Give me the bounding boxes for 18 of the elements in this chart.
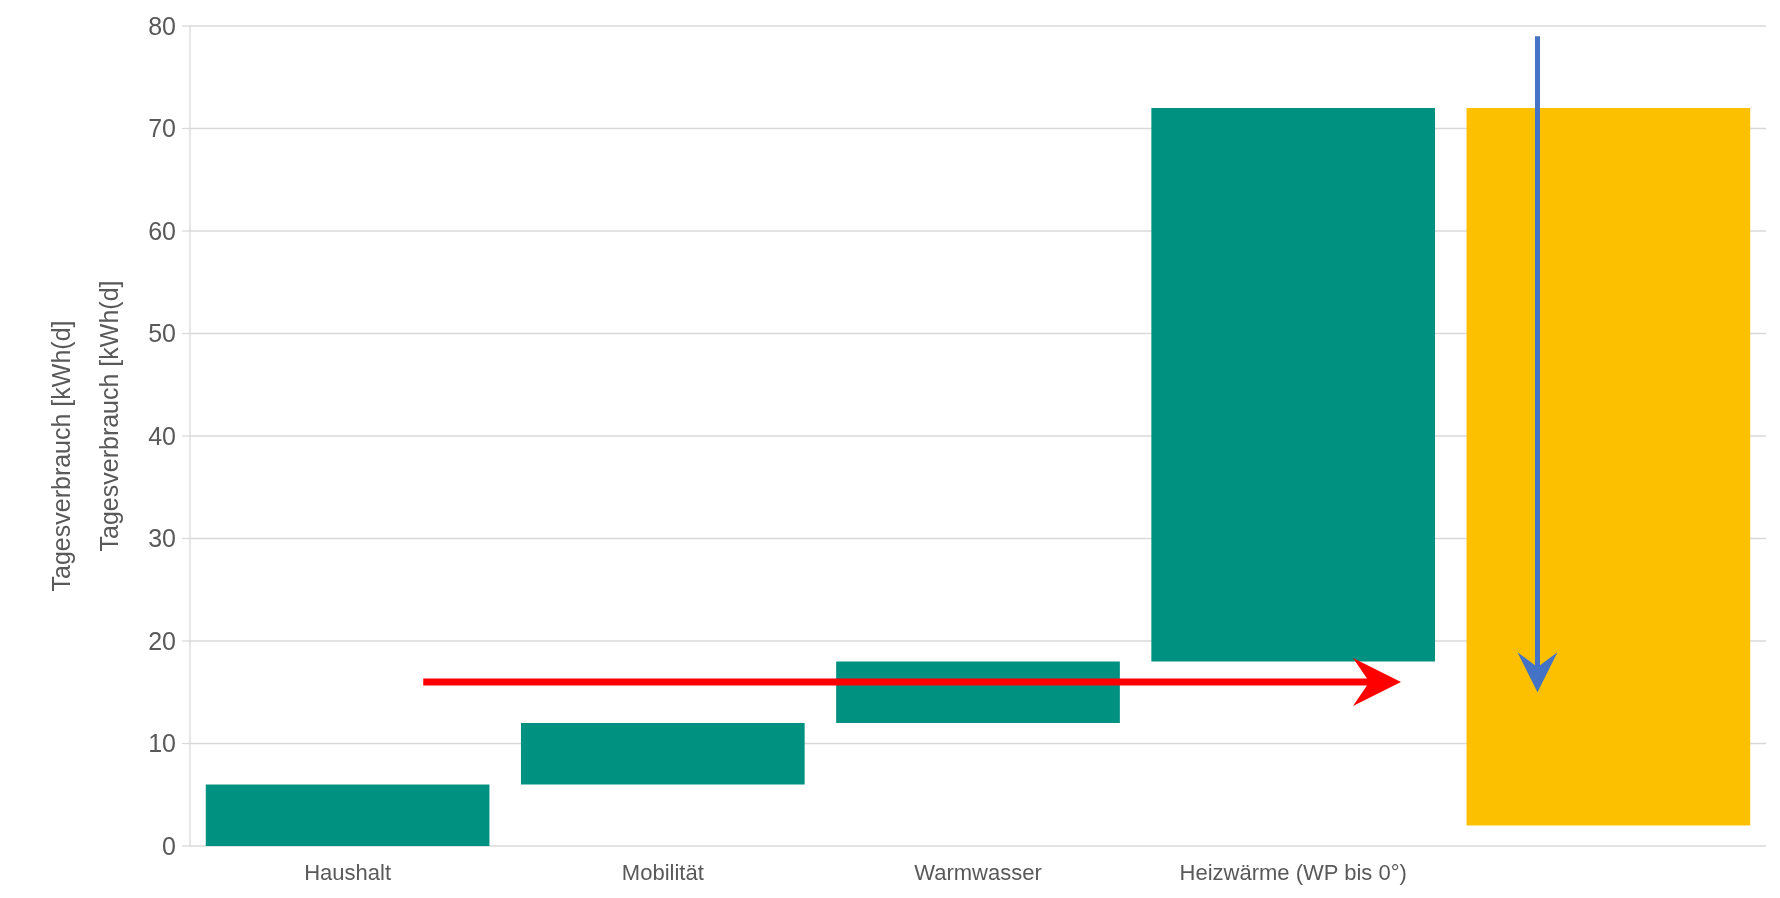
y-tick-label: 70: [148, 114, 176, 143]
bar: [1151, 108, 1436, 662]
y-tick-label: 20: [148, 626, 176, 655]
x-tick-label: Haushalt: [304, 860, 392, 885]
y-tick-label: 50: [148, 319, 176, 348]
x-tick-label: Warmwasser: [914, 860, 1042, 885]
bar: [205, 784, 490, 846]
bar: [520, 723, 805, 785]
y-tick-label: 80: [148, 11, 176, 40]
y-tick-label: 0: [162, 831, 176, 860]
y-tick-label: 60: [148, 216, 176, 245]
y-tick-label: 30: [148, 524, 176, 553]
y-axis-title: Tagesverbrauch [kWh(d]: [95, 280, 123, 552]
y-tick-label: 10: [148, 729, 176, 758]
x-tick-label: Heizwärme (WP bis 0°): [1179, 860, 1407, 885]
y-tick-label: 40: [148, 421, 176, 450]
x-tick-label: Mobilität: [621, 860, 704, 885]
text: Tagesverbrauch [kWh(d]: [47, 320, 75, 592]
